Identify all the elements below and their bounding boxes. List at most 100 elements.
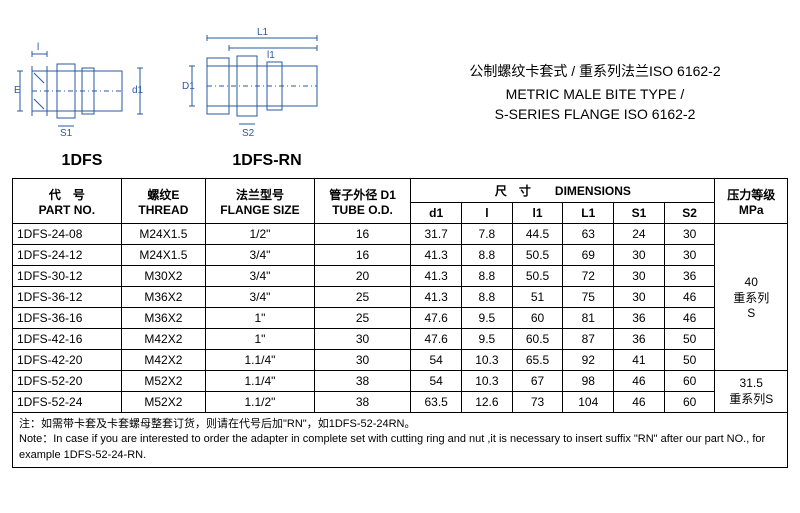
dim-l1: l1 <box>267 50 275 61</box>
cell-S2: 60 <box>664 392 715 413</box>
top-section: l E S1 d1 1DFS <box>12 8 788 178</box>
cell-S1: 24 <box>614 224 665 245</box>
cell-flange: 1" <box>206 308 315 329</box>
cell-tube: 16 <box>314 245 411 266</box>
hdr-flange: 法兰型号FLANGE SIZE <box>206 179 315 224</box>
hdr-d1: d1 <box>411 203 462 224</box>
dim-L1: L1 <box>257 27 269 38</box>
cell-S1: 30 <box>614 266 665 287</box>
table-row: 1DFS-42-20M42X21.1/4"305410.365.5924150 <box>13 350 788 371</box>
table-row: 1DFS-42-16M42X21"3047.69.560.5873650 <box>13 329 788 350</box>
table-head: 代 号PART NO. 螺纹ETHREAD 法兰型号FLANGE SIZE 管子… <box>13 179 788 224</box>
dim-l: l <box>37 42 39 53</box>
dim-D1: D1 <box>182 81 195 92</box>
hdr-tube: 管子外径 D1TUBE O.D. <box>314 179 411 224</box>
title-area: 公制螺纹卡套式 / 重系列法兰ISO 6162-2 METRIC MALE BI… <box>392 61 788 124</box>
cell-d1: 41.3 <box>411 266 462 287</box>
dim-S2: S2 <box>242 128 255 139</box>
cell-thread: M52X2 <box>121 392 206 413</box>
cell-S1: 30 <box>614 245 665 266</box>
cell-l: 10.3 <box>462 350 513 371</box>
cell-d1: 47.6 <box>411 329 462 350</box>
cell-l1: 65.5 <box>512 350 563 371</box>
cell-part: 1DFS-24-12 <box>13 245 122 266</box>
cell-flange: 1.1/2" <box>206 392 315 413</box>
cell-l: 12.6 <box>462 392 513 413</box>
hdr-thread: 螺纹ETHREAD <box>121 179 206 224</box>
cell-flange: 3/4" <box>206 245 315 266</box>
cell-thread: M52X2 <box>121 371 206 392</box>
table-row: 1DFS-36-16M36X21"2547.69.560813646 <box>13 308 788 329</box>
cell-part: 1DFS-30-12 <box>13 266 122 287</box>
cell-part: 1DFS-24-08 <box>13 224 122 245</box>
cell-part: 1DFS-36-16 <box>13 308 122 329</box>
cell-l: 8.8 <box>462 245 513 266</box>
cell-L1: 92 <box>563 350 614 371</box>
cell-part: 1DFS-42-16 <box>13 329 122 350</box>
dim-E: E <box>14 85 21 96</box>
cell-S2: 30 <box>664 224 715 245</box>
cell-l1: 60.5 <box>512 329 563 350</box>
table-row: 1DFS-24-12M24X1.53/4"1641.38.850.5693030 <box>13 245 788 266</box>
cell-tube: 38 <box>314 371 411 392</box>
title-en-2: S-SERIES FLANGE ISO 6162-2 <box>402 105 788 125</box>
note-en: Note：In case if you are interested to or… <box>19 433 765 460</box>
cell-tube: 38 <box>314 392 411 413</box>
cell-flange: 3/4" <box>206 266 315 287</box>
hdr-L1: L1 <box>563 203 614 224</box>
diagram-1dfs-rn: L1 l1 D1 S2 1DFS-RN <box>182 26 352 170</box>
page-container: l E S1 d1 1DFS <box>0 0 800 476</box>
cell-S1: 36 <box>614 308 665 329</box>
diagram-area: l E S1 d1 1DFS <box>12 8 392 178</box>
cell-tube: 30 <box>314 329 411 350</box>
cell-d1: 63.5 <box>411 392 462 413</box>
cell-S2: 50 <box>664 329 715 350</box>
note-cn: 注：如需带卡套及卡套螺母整套订货，则请在代号后加"RN"，如1DFS-52-24… <box>19 418 416 430</box>
diagram-1dfs-svg: l E S1 d1 <box>12 36 152 146</box>
cell-l1: 67 <box>512 371 563 392</box>
cell-S1: 46 <box>614 371 665 392</box>
cell-part: 1DFS-42-20 <box>13 350 122 371</box>
diagram-1dfs: l E S1 d1 1DFS <box>12 36 152 170</box>
note-row: 注：如需带卡套及卡套螺母整套订货，则请在代号后加"RN"，如1DFS-52-24… <box>13 413 788 468</box>
dim-d1: d1 <box>132 85 144 96</box>
hdr-dims: 尺 寸 DIMENSIONS <box>411 179 715 203</box>
cell-l: 9.5 <box>462 308 513 329</box>
diagram-1dfs-label: 1DFS <box>62 152 103 170</box>
table-row: 1DFS-52-24M52X21.1/2"3863.512.6731044660 <box>13 392 788 413</box>
cell-S1: 30 <box>614 287 665 308</box>
table-row: 1DFS-52-20M52X21.1/4"385410.36798466031.… <box>13 371 788 392</box>
note-cell: 注：如需带卡套及卡套螺母整套订货，则请在代号后加"RN"，如1DFS-52-24… <box>13 413 788 468</box>
cell-flange: 1/2" <box>206 224 315 245</box>
diagram-1dfs-rn-svg: L1 l1 D1 S2 <box>182 26 352 146</box>
cell-part: 1DFS-36-12 <box>13 287 122 308</box>
cell-L1: 69 <box>563 245 614 266</box>
cell-flange: 1.1/4" <box>206 350 315 371</box>
cell-S1: 36 <box>614 329 665 350</box>
cell-thread: M36X2 <box>121 287 206 308</box>
hdr-S1: S1 <box>614 203 665 224</box>
table-row: 1DFS-24-08M24X1.51/2"1631.77.844.5632430… <box>13 224 788 245</box>
cell-S1: 46 <box>614 392 665 413</box>
cell-d1: 41.3 <box>411 287 462 308</box>
cell-L1: 72 <box>563 266 614 287</box>
cell-thread: M24X1.5 <box>121 224 206 245</box>
cell-tube: 30 <box>314 350 411 371</box>
cell-l1: 51 <box>512 287 563 308</box>
spec-table: 代 号PART NO. 螺纹ETHREAD 法兰型号FLANGE SIZE 管子… <box>12 178 788 468</box>
cell-l1: 50.5 <box>512 266 563 287</box>
cell-S2: 30 <box>664 245 715 266</box>
cell-thread: M42X2 <box>121 350 206 371</box>
cell-l: 7.8 <box>462 224 513 245</box>
cell-mpa: 31.5重系列S <box>715 371 788 413</box>
cell-mpa: 40重系列S <box>715 224 788 371</box>
cell-d1: 47.6 <box>411 308 462 329</box>
cell-tube: 25 <box>314 308 411 329</box>
cell-L1: 98 <box>563 371 614 392</box>
table-row: 1DFS-30-12M30X23/4"2041.38.850.5723036 <box>13 266 788 287</box>
cell-thread: M24X1.5 <box>121 245 206 266</box>
table-body: 1DFS-24-08M24X1.51/2"1631.77.844.5632430… <box>13 224 788 413</box>
cell-l: 8.8 <box>462 287 513 308</box>
hdr-part: 代 号PART NO. <box>13 179 122 224</box>
cell-l1: 44.5 <box>512 224 563 245</box>
